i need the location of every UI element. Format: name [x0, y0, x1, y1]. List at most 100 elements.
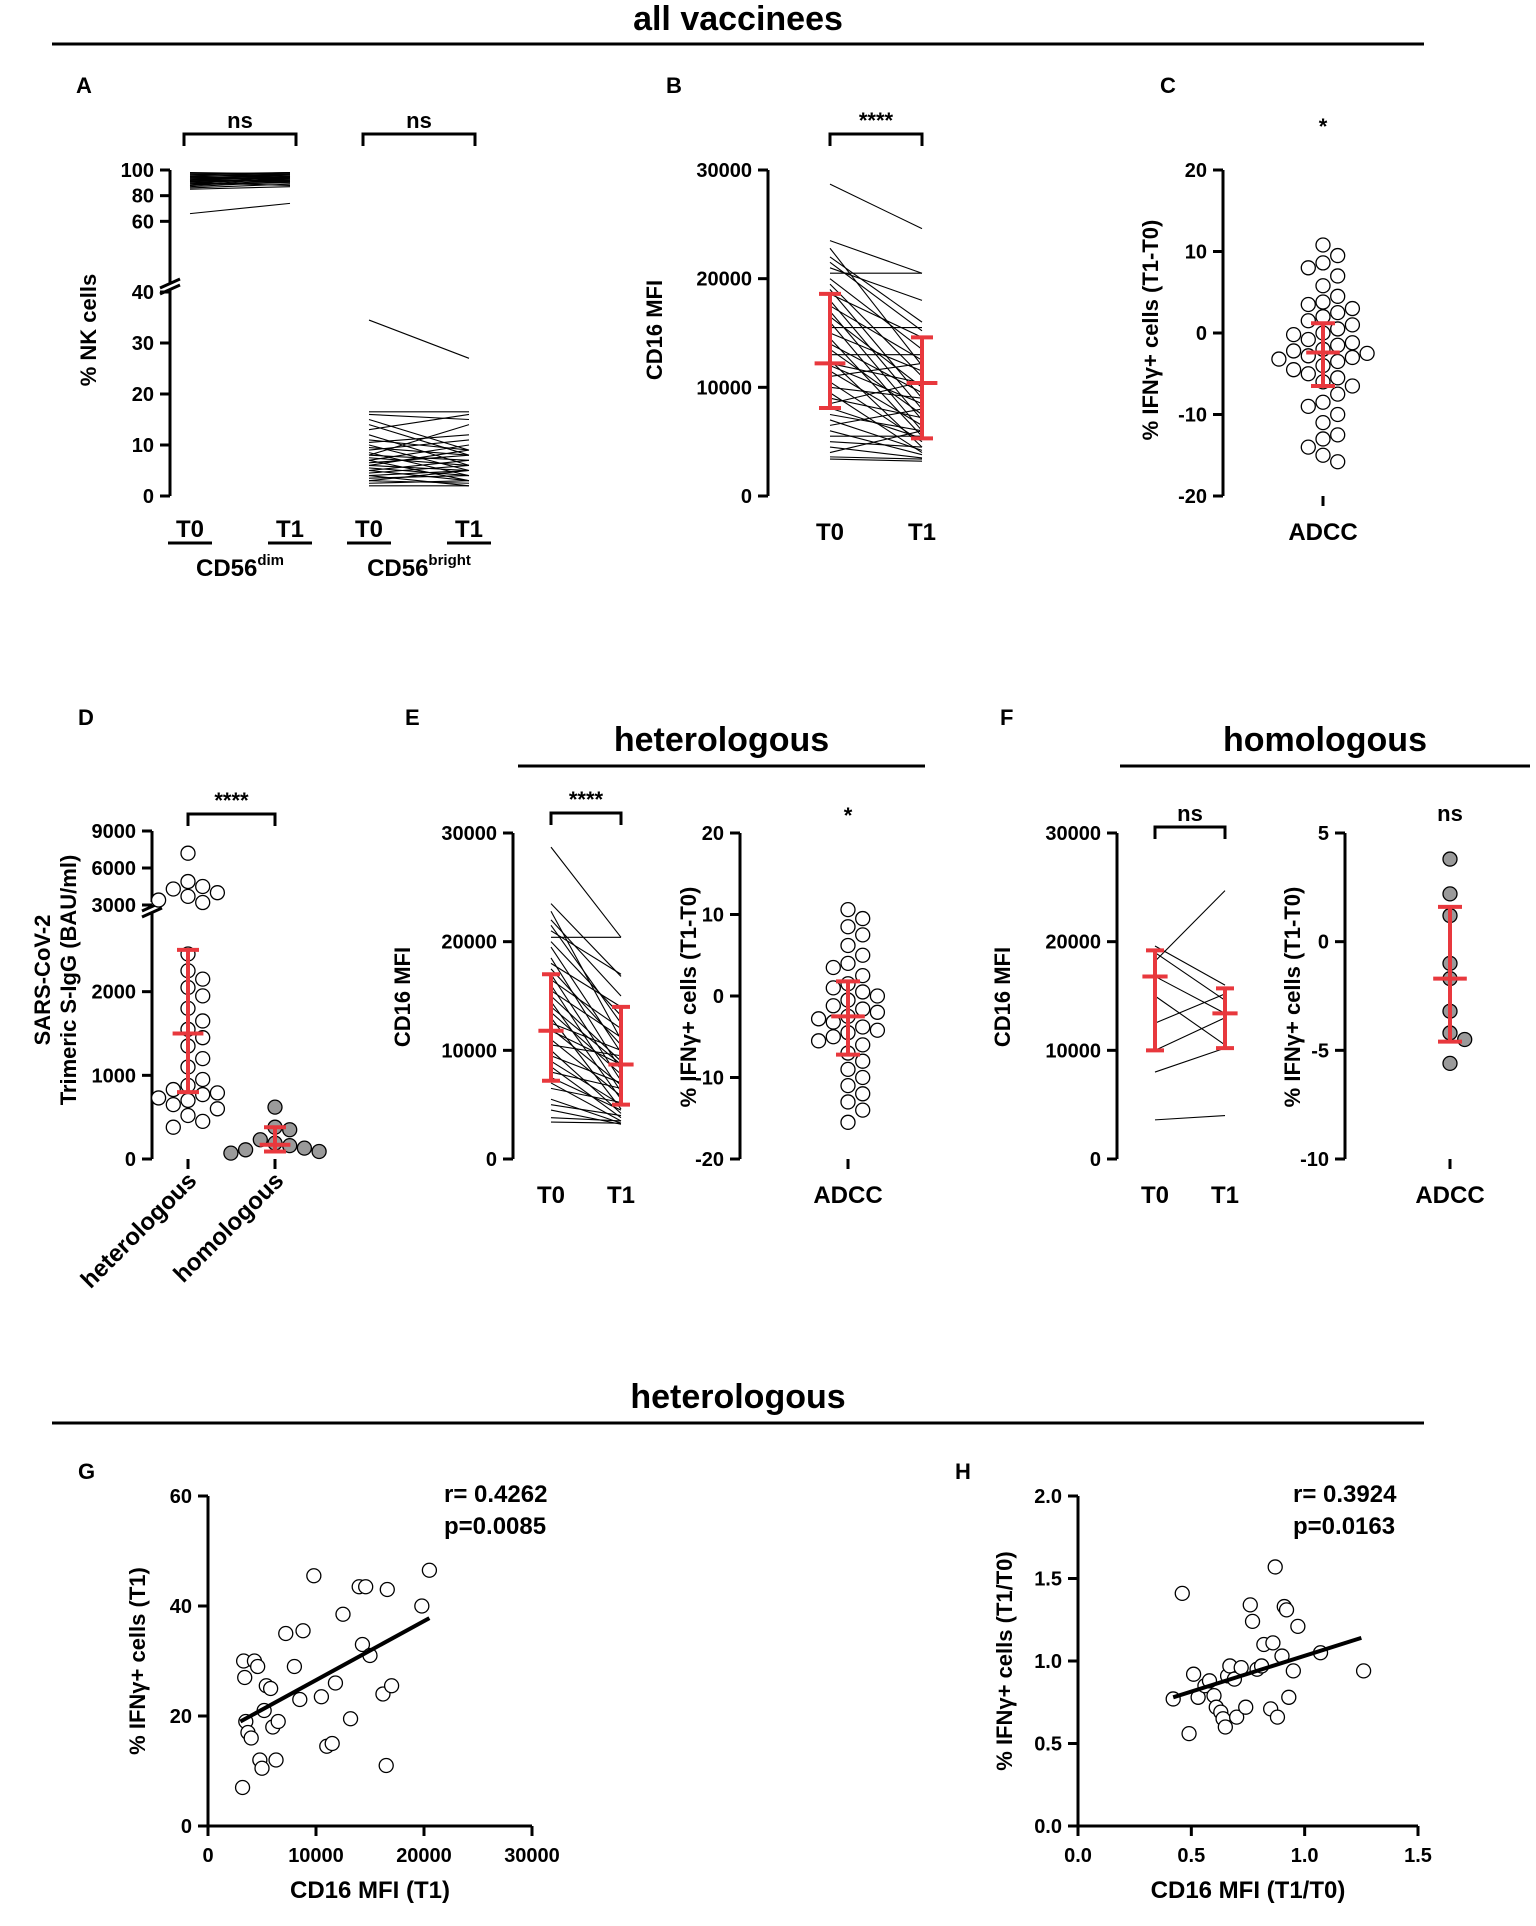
data-point: [414, 1598, 430, 1614]
y-tick-label: 1.0: [1034, 1651, 1062, 1673]
data-point: [243, 1730, 259, 1746]
panel-letter: B: [666, 73, 682, 98]
pair-line: [1154, 1017, 1226, 1051]
pair-line: [550, 1104, 622, 1117]
data-point: [1315, 237, 1331, 253]
y-tick-label: 80: [132, 186, 154, 208]
y-tick-label: 0: [181, 1816, 192, 1838]
pair-line: [550, 925, 622, 1024]
group-label-superscript: bright: [428, 552, 471, 569]
data-point: [195, 971, 211, 987]
y-tick-label: -10: [695, 1068, 724, 1090]
y-tick-label: 10000: [441, 1040, 497, 1062]
x-axis-label: CD16 MFI (T1/T0): [1151, 1877, 1346, 1904]
x-axis-label: CD16 MFI (T1): [290, 1877, 450, 1904]
data-point: [855, 1069, 871, 1086]
pair-line: [829, 408, 923, 426]
data-point: [1300, 260, 1316, 276]
pair-line: [550, 1039, 622, 1097]
data-point: [1330, 304, 1346, 321]
error-bar: [814, 291, 846, 410]
panel-letter: E: [405, 705, 420, 730]
pair-line: [550, 919, 622, 997]
pair-line: [829, 362, 923, 378]
data-point: [1315, 431, 1331, 447]
pair-line: [829, 430, 923, 454]
pair-line: [829, 419, 923, 451]
series-lines-bright: [368, 319, 470, 487]
data-point: [1330, 427, 1346, 443]
pair-line: [368, 469, 470, 482]
data-point: [840, 919, 856, 935]
panel-letter: D: [78, 705, 94, 730]
pair-line: [368, 454, 470, 464]
section-title: heterologous: [614, 721, 829, 759]
pair-line: [550, 1121, 622, 1124]
data-point: [195, 878, 211, 895]
scatter-points: [1165, 1559, 1372, 1742]
data-point: [1330, 386, 1346, 402]
data-point: [1278, 1602, 1295, 1618]
y-tick-label: 20: [702, 823, 724, 845]
pair-line: [368, 475, 470, 479]
y-tick-label: 0: [713, 986, 724, 1008]
scatter-points: [234, 1562, 438, 1796]
data-point: [209, 1101, 226, 1117]
data-point: [180, 888, 196, 905]
error-bar: [1142, 948, 1168, 1053]
y-tick-label: 0.0: [1034, 1816, 1062, 1838]
pair-line: [829, 370, 923, 426]
data-point: [311, 1143, 327, 1160]
pair-line: [550, 990, 622, 1038]
data-point: [869, 988, 886, 1004]
significance-bracket: [828, 132, 924, 146]
data-point: [195, 894, 211, 911]
data-point: [209, 1085, 226, 1101]
pair-line: [550, 1028, 622, 1086]
pair-line: [550, 1055, 622, 1084]
data-point: [1315, 394, 1331, 410]
pair-line: [829, 183, 923, 230]
significance-bracket: [549, 811, 623, 825]
data-point: [1457, 1031, 1473, 1048]
pair-line: [829, 310, 923, 421]
data-point: [1174, 1585, 1190, 1601]
data-point: [282, 1122, 298, 1138]
y-tick-label: 30: [132, 333, 154, 355]
data-point: [1330, 370, 1346, 386]
data-point: [195, 1086, 211, 1103]
data-point: [1181, 1725, 1197, 1742]
data-point: [1265, 1635, 1281, 1651]
significance-label: ns: [227, 108, 253, 133]
data-point: [237, 1669, 253, 1686]
y-axis-label: CD16 MFI: [390, 947, 415, 1047]
pair-line: [368, 413, 470, 421]
data-point: [840, 1078, 856, 1094]
y-tick-label: 0: [1196, 323, 1207, 345]
y-tick-label: 10: [702, 905, 724, 927]
data-point: [810, 1011, 827, 1027]
data-point: [840, 1094, 856, 1110]
data-point: [855, 1053, 871, 1069]
y-tick-label: 20: [170, 1706, 192, 1728]
axis-break-mark: [141, 906, 163, 919]
pair-line: [368, 464, 470, 474]
data-point: [165, 1119, 181, 1135]
significance-label: ns: [1177, 801, 1203, 826]
data-point: [165, 881, 181, 897]
y-tick-label: -10: [1300, 1149, 1329, 1171]
data-point: [262, 1680, 279, 1697]
y-tick-label: 0: [143, 486, 154, 508]
data-point: [1355, 1663, 1372, 1679]
pair-line: [368, 457, 470, 466]
x-tick-label: T1: [276, 516, 304, 543]
significance-label: *: [844, 803, 853, 828]
pair-line: [368, 413, 470, 431]
significance-label: *: [1319, 114, 1328, 139]
section-title: heterologous: [630, 1378, 845, 1416]
data-point: [1442, 886, 1458, 902]
error-bar: [172, 947, 204, 1095]
r-value: r= 0.4262: [444, 1481, 547, 1508]
panel-letter: A: [76, 73, 92, 98]
pair-line: [829, 397, 923, 419]
